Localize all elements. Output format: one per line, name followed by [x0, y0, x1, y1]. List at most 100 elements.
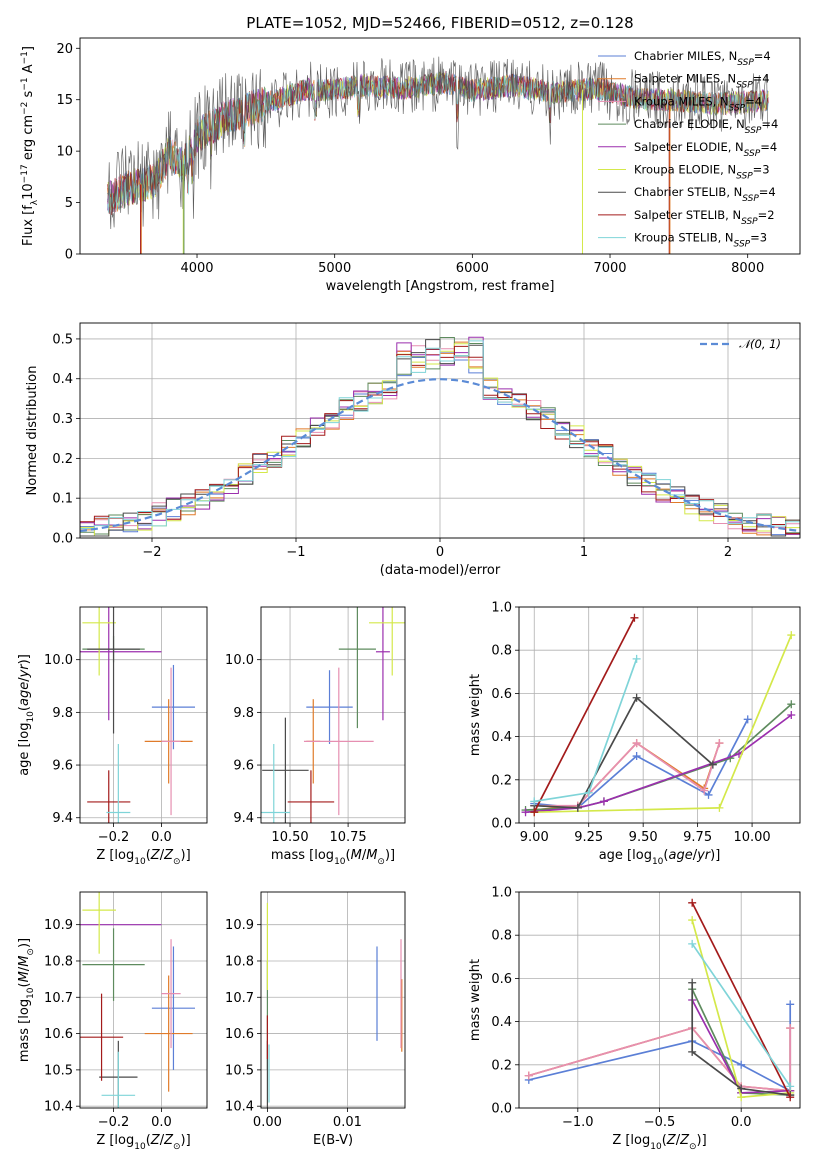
- y-tick-label: 10.8: [44, 954, 73, 969]
- x-tick-label: −0.5: [644, 1115, 676, 1130]
- weight-marker: [787, 711, 796, 719]
- panel-mass-vs-Z: −0.2 0.0 10.4 10.5 10.6 10.7 10.8 10.9 Z [log10(…: [17, 891, 208, 1152]
- x-tick-label: 0.00: [253, 1115, 282, 1130]
- axes-residuals: −2 −1 0 1 2 0.0 0.1 0.2 0.3 0.4 0.5 𝒩(0, 1) (data-mo…: [25, 322, 801, 578]
- x-tick-label: 1: [580, 545, 588, 560]
- y-tick-label: 10: [56, 145, 73, 160]
- y-tick-label: 10.0: [225, 653, 254, 668]
- plot-area-mass-vs-Z: [80, 892, 196, 1108]
- x-axis-label: Z [log10(Z/Z⊙)]: [612, 1133, 706, 1152]
- y-tick-label: 10.5: [44, 1063, 73, 1078]
- y-axis-label: age [log10(age/yr)]: [17, 654, 36, 776]
- weight-series-7: [691, 902, 791, 1098]
- weight-marker: [688, 1047, 697, 1056]
- weight-marker: [787, 631, 796, 640]
- axes-spectrum: 4000 5000 6000 7000 8000 0 5 10 15 20 wavelength […: [20, 37, 801, 294]
- x-tick-label: 0.0: [151, 1115, 172, 1130]
- weight-marker: [786, 1082, 795, 1091]
- weight-marker: [524, 1071, 533, 1080]
- figure-title: PLATE=1052, MJD=52466, FIBERID=0512, z=0…: [246, 14, 633, 32]
- weight-marker: [743, 715, 752, 724]
- x-axis-label: Z [log10(Z/Z⊙)]: [96, 848, 190, 867]
- normal-reference-curve: [80, 378, 800, 533]
- weight-series-6: [534, 696, 714, 809]
- weight-marker: [700, 786, 709, 795]
- histogram-6: [80, 339, 800, 538]
- y-tick-label: 10.4: [225, 1100, 254, 1115]
- panel-age-vs-Z: −0.2 0.0 9.4 9.6 9.8 10.0 Z [log10(Z/Z⊙)] age […: [17, 606, 208, 867]
- y-tick-label: 0.2: [52, 452, 73, 467]
- y-axis-label: mass weight: [468, 959, 483, 1041]
- axes-frame: [518, 606, 801, 824]
- y-tick-label: 0.4: [491, 730, 512, 745]
- x-tick-label: 10.00: [733, 830, 770, 845]
- y-tick-label: 5: [65, 196, 73, 211]
- weight-marker: [688, 916, 697, 925]
- y-tick-label: 20: [56, 42, 73, 57]
- x-tick-label: 9.25: [574, 830, 603, 845]
- panel-weight-vs-Z: −1.0 −0.5 0.0 0.0 0.2 0.4 0.6 0.8 1.0 Z [log10(Z/…: [468, 886, 801, 1152]
- legend-label-2: Kroupa MILES, NSSP=4: [634, 94, 762, 113]
- weight-marker: [632, 752, 641, 761]
- legend-label-1: Salpeter MILES, NSSP=4: [634, 72, 770, 91]
- y-tick-label: 0.4: [491, 1015, 512, 1030]
- weight-series-7: [533, 617, 636, 813]
- weight-marker: [688, 978, 697, 987]
- grid-mass-vs-EBV: [261, 892, 405, 1108]
- histogram-8: [80, 340, 800, 538]
- axes-weight-vs-age: 9.00 9.25 9.50 9.75 10.00 0.0 0.2 0.4 0.6 0.8 1.0 a…: [468, 601, 801, 867]
- weight-marker: [737, 1060, 746, 1069]
- legend-label-4: Salpeter ELODIE, NSSP=4: [634, 140, 777, 159]
- legend-label-7: Salpeter STELIB, NSSP=2: [634, 208, 775, 227]
- legend-label-3: Chabrier ELODIE, NSSP=4: [634, 117, 778, 136]
- axes-age-vs-mass: 10.50 10.75 9.4 9.6 9.8 10.0 mass [log10(M/M⊙)…: [225, 606, 406, 867]
- legend-label-0: Chabrier MILES, NSSP=4: [634, 49, 771, 68]
- axes-frame: [260, 606, 406, 824]
- x-tick-label: 10.75: [329, 830, 366, 845]
- y-tick-label: 0: [65, 248, 73, 263]
- x-axis-label: wavelength [Angstrom, rest frame]: [326, 279, 555, 294]
- weight-marker: [704, 790, 713, 799]
- y-tick-label: 0.3: [52, 412, 73, 427]
- panel-mass-vs-EBV: 0.00 0.01 10.4 10.5 10.6 10.7 10.8 10.9 E(B-V): [225, 891, 406, 1148]
- y-tick-label: 10.9: [225, 918, 254, 933]
- weight-marker: [787, 700, 796, 709]
- axes-mass-vs-Z: −0.2 0.0 10.4 10.5 10.6 10.7 10.8 10.9 Z [log10(…: [17, 891, 208, 1152]
- plot-area-spectrum: [107, 56, 769, 254]
- y-tick-label: 10.9: [44, 918, 73, 933]
- x-tick-label: 6000: [456, 261, 489, 276]
- x-tick-label: 5000: [318, 261, 351, 276]
- y-tick-label: 10.7: [44, 991, 73, 1006]
- x-tick-label: 9.00: [520, 830, 549, 845]
- y-tick-label: 10.6: [225, 1027, 254, 1042]
- weight-marker: [737, 1093, 746, 1102]
- y-tick-label: 9.6: [233, 759, 254, 774]
- y-tick-label: 9.6: [52, 759, 73, 774]
- y-tick-label: 0.6: [491, 687, 512, 702]
- plot-area-mass-vs-EBV: [266, 902, 403, 1108]
- weight-marker: [632, 693, 641, 702]
- x-tick-label: 0.01: [333, 1115, 362, 1130]
- axes-frame: [79, 606, 208, 824]
- x-axis-label: (data-model)/error: [380, 563, 501, 578]
- axes-weight-vs-Z: −1.0 −0.5 0.0 0.0 0.2 0.4 0.6 0.8 1.0 Z [log10(Z/…: [468, 886, 801, 1152]
- grid-weight-vs-Z: [519, 891, 800, 1109]
- weight-marker: [737, 1084, 746, 1093]
- x-tick-label: −0.2: [98, 830, 130, 845]
- panel-age-vs-mass: 10.50 10.75 9.4 9.6 9.8 10.0 mass [log10(M/M⊙)…: [225, 606, 406, 867]
- weight-marker: [632, 654, 641, 663]
- legend-label-8: Kroupa STELIB, NSSP=3: [634, 231, 767, 250]
- x-tick-label: 4000: [180, 261, 213, 276]
- y-tick-label: 0.8: [491, 644, 512, 659]
- weight-marker: [599, 797, 608, 806]
- y-tick-label: 10.8: [225, 954, 254, 969]
- weight-marker: [715, 739, 724, 748]
- y-tick-label: 0.0: [491, 817, 512, 832]
- x-axis-label: E(B-V): [313, 1133, 353, 1148]
- weight-marker: [708, 760, 717, 769]
- x-tick-label: 0: [436, 545, 444, 560]
- y-tick-label: 10.4: [44, 1100, 73, 1115]
- weight-marker: [530, 797, 539, 806]
- y-axis-label: Flux [fλ10−17 erg cm−2 s−1 A−1]: [20, 46, 40, 246]
